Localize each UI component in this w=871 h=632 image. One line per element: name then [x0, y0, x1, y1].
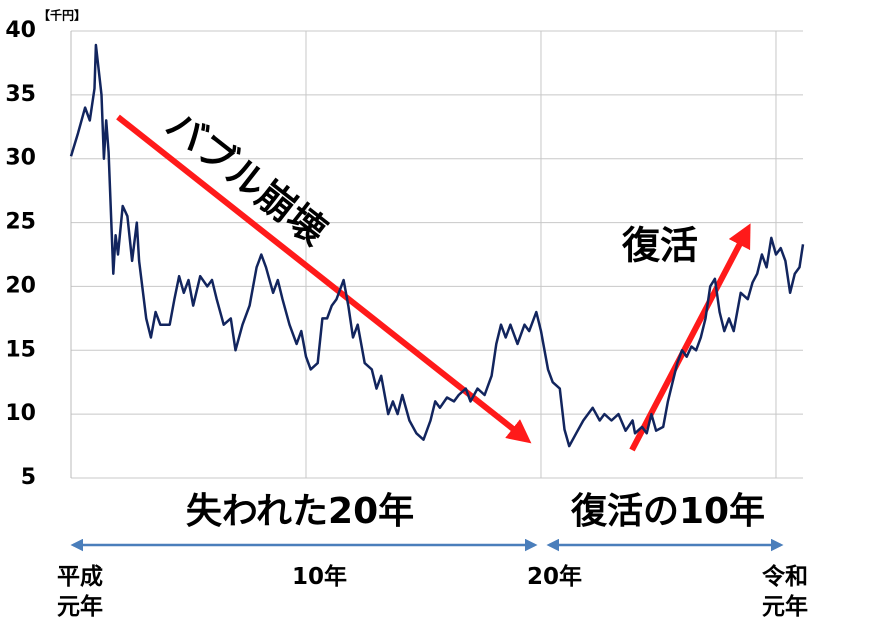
y-tick-label: 5: [21, 465, 36, 490]
y-tick-label: 30: [5, 146, 36, 171]
y-tick-label: 40: [5, 18, 36, 43]
annotation: 復活の10年: [570, 491, 765, 532]
x-tick-label: 10年: [291, 564, 347, 590]
data-line: [69, 43, 805, 448]
y-tick-label: 20: [5, 273, 36, 298]
y-tick-label: 25: [5, 210, 36, 235]
annotation: 失われた20年: [186, 491, 414, 532]
x-tick-label: 20年: [526, 564, 582, 590]
y-tick-label: 10: [5, 401, 36, 426]
unit-label: 【千円】: [38, 8, 86, 23]
annotation: 復活: [621, 224, 698, 268]
y-tick-label: 35: [5, 82, 36, 107]
x-tick-label: 令和元年: [761, 564, 808, 620]
x-tick-label: 平成元年: [57, 564, 103, 620]
annotation: バブル崩壊: [158, 102, 335, 254]
y-tick-label: 15: [5, 337, 36, 362]
arrow: [116, 114, 532, 444]
